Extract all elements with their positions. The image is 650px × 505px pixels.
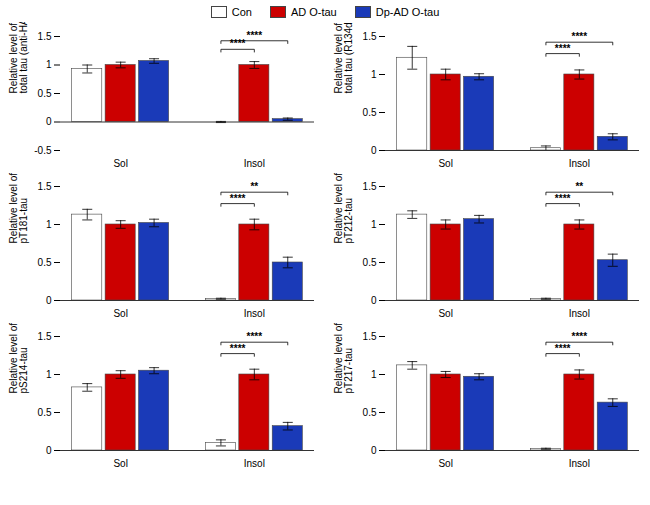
svg-text:Sol: Sol	[113, 158, 127, 169]
svg-text:0.5: 0.5	[38, 407, 52, 418]
svg-text:Insol: Insol	[569, 458, 590, 469]
svg-text:****: ****	[555, 193, 571, 204]
html-text:AD O-tau: AD O-tau	[290, 6, 337, 18]
svg-text:Sol: Sol	[438, 308, 452, 319]
svg-text:****: ****	[247, 331, 263, 342]
svg-text:1.5: 1.5	[38, 31, 52, 42]
svg-text:0.5: 0.5	[38, 257, 52, 268]
svg-text:1: 1	[371, 219, 377, 230]
svg-text:Insol: Insol	[244, 158, 265, 169]
svg-text:-0.5: -0.5	[34, 145, 52, 156]
svg-text:****: ****	[555, 343, 571, 354]
svg-text:Relative level ofpT212-tau: Relative level ofpT212-tau	[333, 173, 354, 244]
svg-text:Relative level ofpS214-tau: Relative level ofpS214-tau	[8, 323, 29, 394]
svg-text:Insol: Insol	[244, 308, 265, 319]
svg-text:Sol: Sol	[113, 308, 127, 319]
svg-text:0.5: 0.5	[363, 257, 377, 268]
svg-text:****: ****	[230, 38, 246, 49]
svg-text:Insol: Insol	[569, 158, 590, 169]
svg-text:****: ****	[230, 193, 246, 204]
svg-text:****: ****	[555, 43, 571, 54]
svg-text:0: 0	[46, 116, 52, 127]
svg-text:1.5: 1.5	[363, 31, 377, 42]
svg-text:0: 0	[46, 295, 52, 306]
svg-text:Insol: Insol	[244, 458, 265, 469]
svg-text:0.5: 0.5	[363, 107, 377, 118]
svg-text:0.5: 0.5	[38, 88, 52, 99]
svg-text:0: 0	[46, 445, 52, 456]
svg-text:1: 1	[371, 369, 377, 380]
svg-text:0: 0	[371, 295, 377, 306]
svg-text:****: ****	[572, 331, 588, 342]
svg-text:****: ****	[230, 343, 246, 354]
svg-text:Relative level ofpT217-tau: Relative level ofpT217-tau	[333, 323, 354, 394]
svg-text:1: 1	[371, 69, 377, 80]
svg-text:1: 1	[46, 369, 52, 380]
svg-text:0: 0	[371, 145, 377, 156]
svg-text:Relative level oftotal tau (an: Relative level oftotal tau (anti-HA)	[8, 22, 29, 94]
svg-text:**: **	[250, 181, 258, 192]
svg-text:****: ****	[572, 31, 588, 42]
svg-text:Sol: Sol	[113, 458, 127, 469]
svg-text:1: 1	[46, 219, 52, 230]
svg-text:Relative level oftotal tau (R1: Relative level oftotal tau (R134d)	[333, 22, 354, 94]
svg-text:Insol: Insol	[569, 308, 590, 319]
html-text:Dp-AD O-tau: Dp-AD O-tau	[375, 6, 440, 18]
svg-text:1.5: 1.5	[363, 331, 377, 342]
svg-text:1: 1	[46, 59, 52, 70]
svg-text:Relative level ofpT181-tau: Relative level ofpT181-tau	[8, 173, 29, 244]
svg-text:Sol: Sol	[438, 458, 452, 469]
svg-text:0.5: 0.5	[363, 407, 377, 418]
svg-text:0: 0	[371, 445, 377, 456]
svg-text:**: **	[575, 181, 583, 192]
svg-text:Sol: Sol	[438, 158, 452, 169]
html-text:Con: Con	[231, 6, 252, 18]
svg-text:1.5: 1.5	[38, 331, 52, 342]
svg-text:1.5: 1.5	[38, 181, 52, 192]
svg-text:****: ****	[247, 30, 263, 41]
svg-text:1.5: 1.5	[363, 181, 377, 192]
